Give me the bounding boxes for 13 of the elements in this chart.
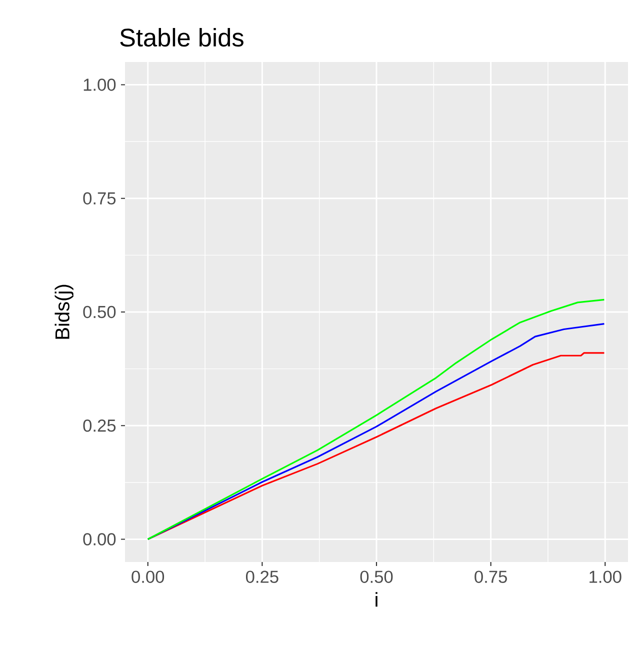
- x-tick-label: 0.75: [474, 570, 507, 583]
- x-tick-label: 0.00: [132, 570, 164, 583]
- y-tick-label: 1.00: [84, 78, 116, 91]
- x-tick-label: 1.00: [590, 570, 622, 583]
- y-tick-label: 0.75: [83, 192, 116, 204]
- chart-title: Stable bids: [120, 28, 244, 47]
- x-axis-title: i: [376, 592, 378, 607]
- y-axis-title: Bids(j): [54, 284, 74, 339]
- y-tick-label: 0.00: [83, 533, 116, 546]
- x-tick-label: 0.50: [360, 570, 393, 583]
- x-tick-label: 0.25: [246, 570, 278, 583]
- y-tick-label: 0.25: [83, 419, 116, 432]
- y-tick-label: 0.50: [83, 306, 116, 318]
